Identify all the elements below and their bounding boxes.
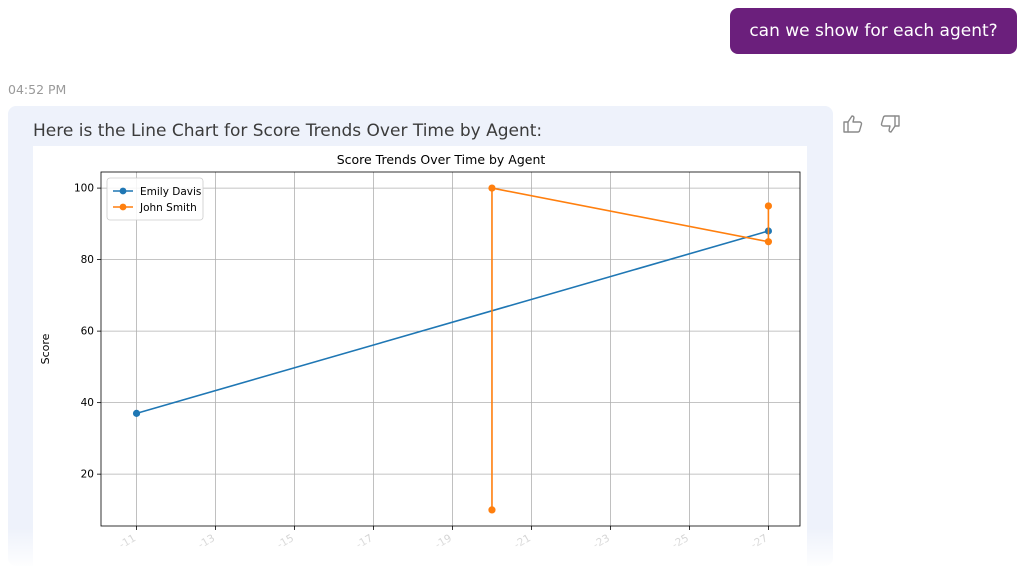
y-tick-label: 20 [81, 469, 94, 481]
data-point-john-smith [488, 506, 496, 514]
chart-title: Score Trends Over Time by Agent [337, 152, 546, 167]
message-timestamp: 04:52 PM [8, 82, 67, 97]
plot-area-frame [100, 171, 801, 527]
x-tick-label: -11 [117, 532, 138, 551]
series-line-emily-davis [136, 230, 769, 415]
assistant-message-text: Here is the Line Chart for Score Trends … [33, 121, 543, 141]
y-axis-label: Score [39, 333, 52, 364]
series-lines [132, 184, 773, 514]
like-button[interactable] [842, 113, 864, 135]
legend-marker [119, 203, 127, 211]
x-tick-label: -21 [512, 532, 533, 551]
chart-image: -11 -13 -15 -17 -19 -21 -23 -25 -27 20 40 60 80 100 S… [33, 146, 807, 566]
x-tick-label: -27 [749, 532, 770, 551]
thumbs-down-icon [880, 115, 900, 133]
data-point-emily-davis [132, 409, 141, 417]
y-tick-label: 80 [81, 254, 94, 266]
data-point-john-smith [764, 202, 773, 210]
data-point-john-smith [488, 184, 496, 192]
series-line-john-smith [491, 187, 770, 510]
x-tick-label: -25 [670, 532, 691, 551]
x-tick-label: -13 [196, 532, 217, 551]
dislike-button[interactable] [879, 113, 901, 135]
data-point-john-smith [764, 238, 773, 246]
thumbs-up-icon [843, 115, 863, 133]
user-message-text: can we show for each agent? [749, 21, 998, 41]
x-tick-label: -15 [275, 532, 296, 551]
user-message-bubble: can we show for each agent? [730, 8, 1017, 54]
legend-label: Emily Davis [140, 186, 201, 198]
y-tick-label: 40 [81, 397, 94, 409]
x-tick-label: -23 [591, 532, 612, 551]
grid-lines [101, 172, 800, 526]
y-tick-label: 100 [74, 183, 94, 195]
x-tick-label: -17 [354, 532, 375, 551]
axis-ticks: -11 -13 -15 -17 -19 -21 -23 -25 -27 20 40 60 80 100 [74, 183, 770, 552]
legend-box [106, 177, 204, 221]
y-tick-label: 60 [81, 326, 94, 338]
assistant-message-panel: Here is the Line Chart for Score Trends … [8, 106, 833, 566]
legend-marker [119, 187, 127, 195]
line-chart: -11 -13 -15 -17 -19 -21 -23 -25 -27 20 40 60 80 100 S… [39, 152, 801, 552]
chart-legend: Emily Davis John Smith [106, 177, 204, 221]
x-tick-label: -19 [433, 532, 454, 551]
legend-label: John Smith [139, 202, 197, 214]
